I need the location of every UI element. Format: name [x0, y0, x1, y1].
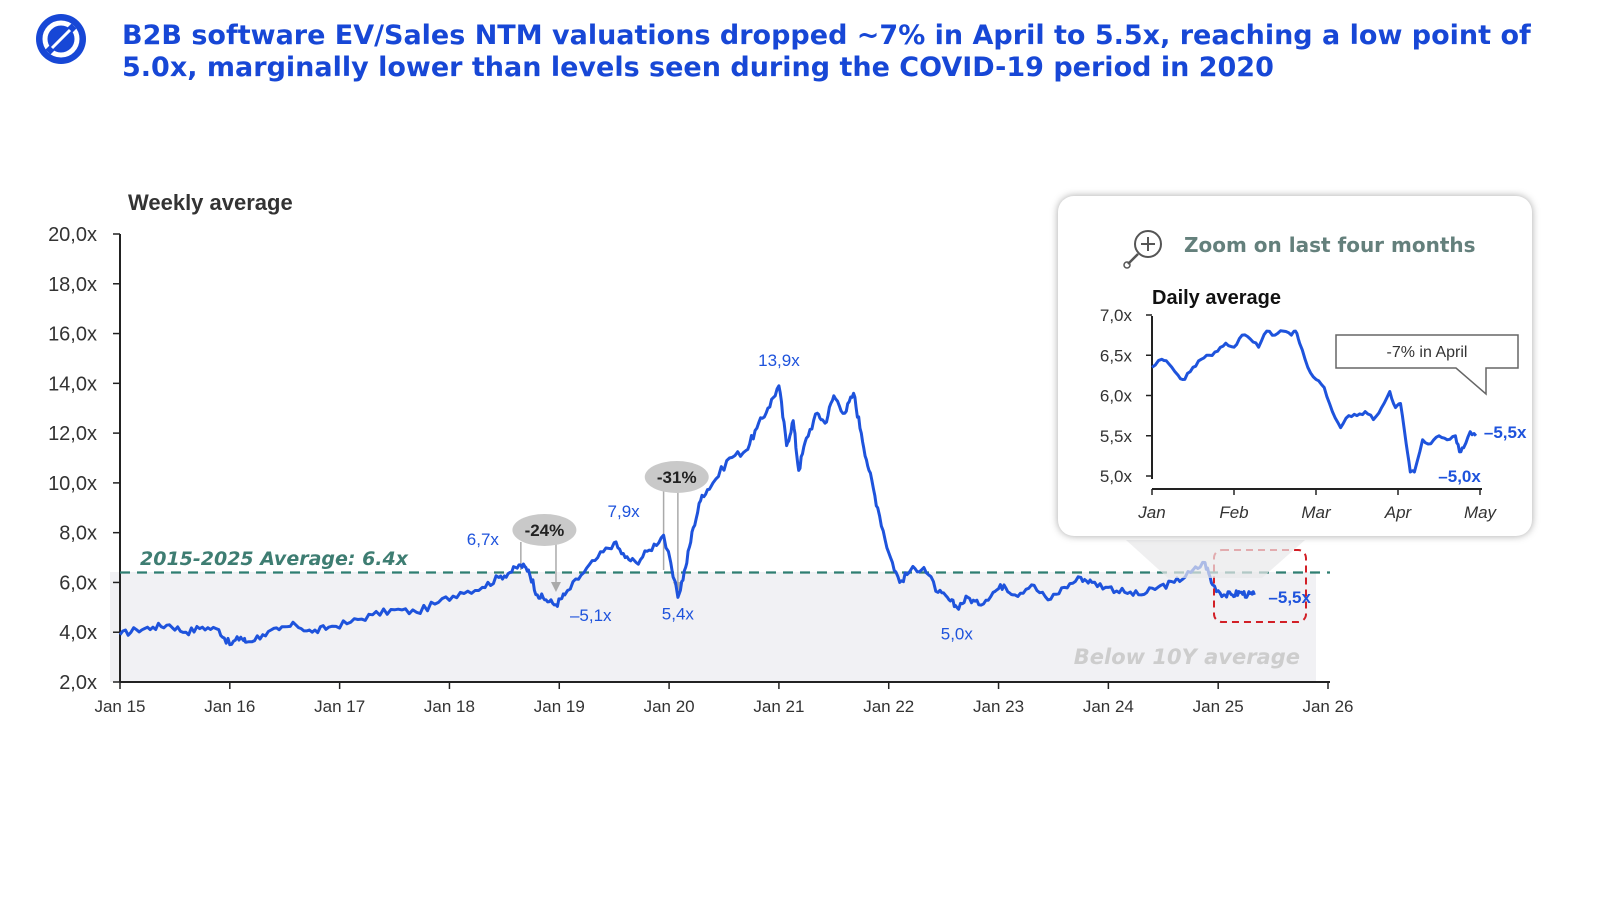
page-title: B2B software EV/Sales NTM valuations dro… — [122, 20, 1531, 83]
average-label: 2015-2025 Average: 6.4x — [140, 548, 409, 570]
y-tick-label: 16,0x — [48, 324, 97, 346]
x-tick-label: Jan 15 — [94, 697, 145, 716]
inset-callout-text: -7% in April — [1387, 344, 1468, 361]
x-tick-label: Jan 20 — [644, 697, 695, 716]
data-label: 6,7x — [467, 530, 500, 549]
inset-data-label: –5,5x — [1484, 423, 1527, 442]
drawdown-arrow — [550, 582, 561, 592]
y-tick-label: 6,0x — [59, 572, 97, 594]
inset-x-tick-label: Mar — [1301, 503, 1332, 522]
x-tick-label: Jan 21 — [753, 697, 804, 716]
zoom-connector — [1126, 540, 1305, 578]
data-label: 5,0x — [941, 624, 974, 643]
zoom-icon — [1123, 230, 1162, 269]
x-tick-label: Jan 23 — [973, 697, 1024, 716]
below-average-label: Below 10Y average — [1074, 645, 1300, 669]
y-axis-title: Weekly average — [128, 190, 293, 215]
inset-y-tick-label: 6,0x — [1100, 387, 1133, 406]
x-tick-label: Jan 22 — [863, 697, 914, 716]
data-label: 13,9x — [758, 351, 800, 370]
logo-icon — [36, 14, 86, 64]
inset-data-label: –5,0x — [1438, 467, 1481, 486]
x-tick-label: Jan 19 — [534, 697, 585, 716]
inset-y-tick-label: 5,5x — [1100, 427, 1133, 446]
y-tick-label: 10,0x — [48, 473, 97, 495]
inset-title: Zoom on last four months — [1184, 233, 1476, 257]
inset-x-tick-label: Feb — [1219, 503, 1248, 522]
x-tick-label: Jan 25 — [1193, 697, 1244, 716]
y-tick-label: 14,0x — [48, 373, 97, 395]
valuation-series-line — [118, 384, 1256, 647]
data-label: –5,1x — [570, 606, 612, 625]
y-tick-label: 8,0x — [59, 523, 97, 545]
inset-callout: -7% in April — [1335, 334, 1519, 396]
drawdown-bubble — [512, 514, 577, 546]
y-tick-label: 2,0x — [59, 672, 97, 694]
x-tick-label: Jan 18 — [424, 697, 475, 716]
inset-x-tick-label: Jan — [1137, 503, 1165, 522]
inset-series-line — [1151, 329, 1478, 474]
inset-y-tick-label: 7,0x — [1100, 306, 1133, 325]
y-tick-label: 20,0x — [48, 224, 97, 246]
inset-x-tick-label: Apr — [1384, 503, 1413, 522]
y-tick-label: 12,0x — [48, 423, 97, 445]
inset-y-tick-label: 5,0x — [1100, 467, 1133, 486]
drawdown-label: -31% — [657, 468, 697, 487]
x-tick-label: Jan 16 — [204, 697, 255, 716]
data-label: 5,4x — [662, 604, 695, 623]
x-tick-label: Jan 17 — [314, 697, 365, 716]
drawdown-label: -24% — [525, 521, 565, 540]
data-label: –5,5x — [1268, 588, 1311, 607]
inset-x-tick-label: May — [1464, 503, 1498, 522]
inset-y-tick-label: 6,5x — [1100, 346, 1133, 365]
x-tick-label: Jan 26 — [1302, 697, 1353, 716]
zoom-inset-card: Zoom on last four months Daily average 7… — [1058, 196, 1532, 536]
inset-y-axis-title: Daily average — [1152, 287, 1281, 309]
y-tick-label: 4,0x — [59, 622, 97, 644]
y-tick-label: 18,0x — [48, 274, 97, 296]
drawdown-bubble — [644, 461, 709, 493]
data-label: 7,9x — [608, 502, 641, 521]
x-tick-label: Jan 24 — [1083, 697, 1134, 716]
